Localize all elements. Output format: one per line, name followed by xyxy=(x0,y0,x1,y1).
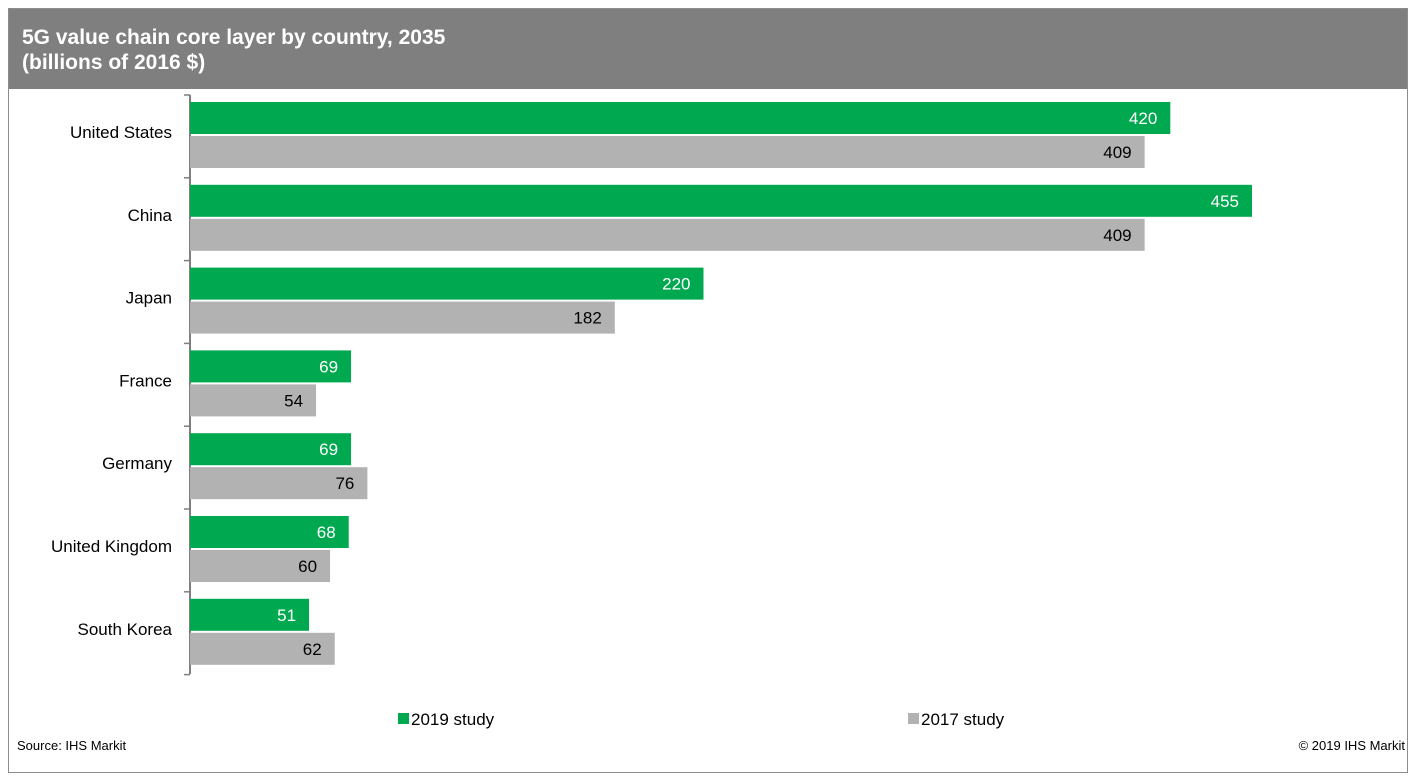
bar-2019-study xyxy=(190,598,310,631)
chart-subtitle: (billions of 2016 $) xyxy=(22,51,206,74)
category-label: South Korea xyxy=(77,620,172,639)
data-label-2017-study: 182 xyxy=(573,309,601,328)
bar-2019-study xyxy=(190,184,1252,217)
bar-2017-study xyxy=(190,550,331,582)
legend-label: 2017 study xyxy=(921,710,1005,729)
chart-title: 5G value chain core layer by country, 20… xyxy=(22,26,446,49)
category-label: China xyxy=(128,206,173,225)
bar-2017-study xyxy=(190,632,335,665)
data-label-2017-study: 409 xyxy=(1103,143,1131,162)
bar-2017-study xyxy=(190,467,368,500)
legend-label: 2019 study xyxy=(411,710,495,729)
category-label: France xyxy=(119,371,172,390)
data-label-2019-study: 220 xyxy=(662,275,690,294)
data-label-2019-study: 420 xyxy=(1129,109,1157,128)
data-label-2017-study: 76 xyxy=(335,474,354,493)
data-label-2019-study: 69 xyxy=(319,357,338,376)
bar-2019-study xyxy=(190,433,352,466)
data-label-2017-study: 409 xyxy=(1103,226,1131,245)
category-label: United Kingdom xyxy=(51,537,172,556)
title-bar: 5G value chain core layer by country, 20… xyxy=(9,9,1407,89)
bar-2019-study xyxy=(190,267,704,300)
data-label-2019-study: 68 xyxy=(317,523,336,542)
data-label-2017-study: 54 xyxy=(284,391,303,410)
data-label-2019-study: 51 xyxy=(277,606,296,625)
category-label: Japan xyxy=(126,289,172,308)
legend-swatch xyxy=(398,713,409,724)
legend-swatch xyxy=(908,713,919,724)
bar-2017-study xyxy=(190,301,615,334)
data-label-2019-study: 69 xyxy=(319,440,338,459)
source-note: Source: IHS Markit xyxy=(17,738,127,753)
category-label: Germany xyxy=(102,454,172,473)
bar-2019-study xyxy=(190,102,1171,134)
bar-2017-study xyxy=(190,218,1145,251)
data-label-2019-study: 455 xyxy=(1211,192,1239,211)
bar-2019-study xyxy=(190,516,349,548)
category-label: United States xyxy=(70,123,172,142)
data-label-2017-study: 60 xyxy=(298,557,317,576)
bar-2019-study xyxy=(190,350,352,383)
copyright-note: © 2019 IHS Markit xyxy=(1298,738,1405,753)
data-label-2017-study: 62 xyxy=(303,640,322,659)
bar-2017-study xyxy=(190,384,317,417)
bar-2017-study xyxy=(190,136,1145,168)
